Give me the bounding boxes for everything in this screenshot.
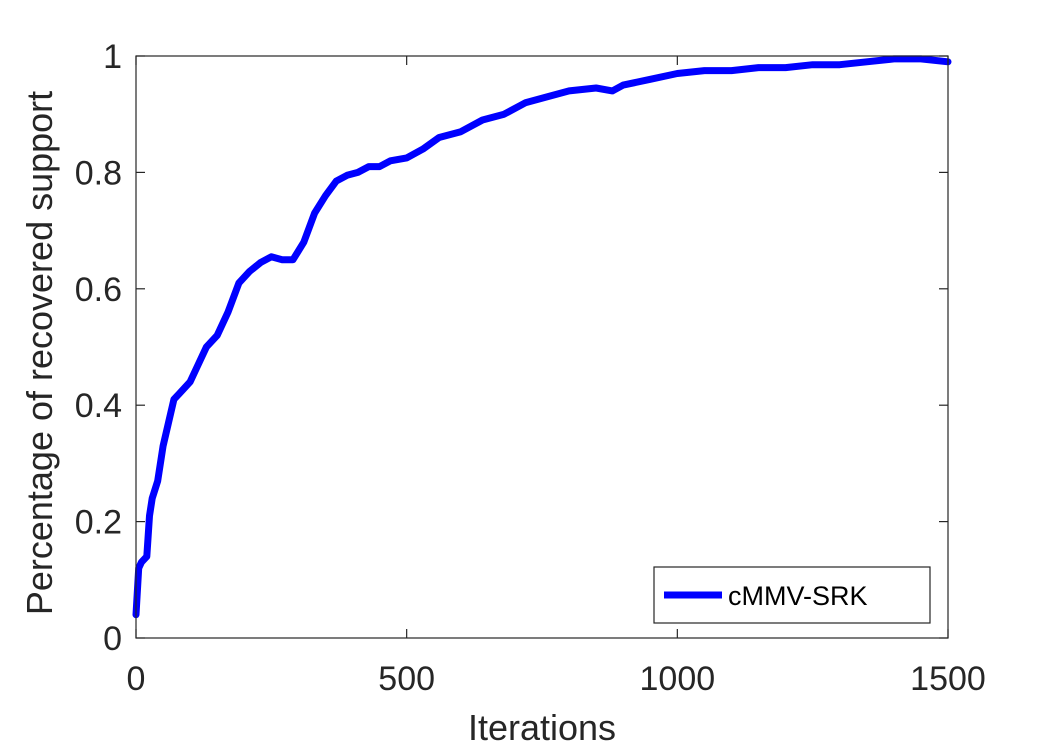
y-tick-label: 0.8 bbox=[75, 154, 122, 192]
y-tick-label: 0.4 bbox=[75, 387, 122, 425]
y-tick-label: 0.2 bbox=[75, 504, 122, 542]
legend: cMMV-SRK bbox=[653, 566, 931, 624]
x-axis-title: Iterations bbox=[468, 707, 616, 748]
x-tick-label: 1500 bbox=[910, 660, 986, 698]
y-axis-title: Percentage of recovered support bbox=[19, 91, 60, 615]
axes-box bbox=[135, 55, 949, 639]
x-tick-label: 1000 bbox=[640, 660, 716, 698]
plot-area bbox=[132, 55, 952, 619]
x-tick-label: 500 bbox=[378, 660, 435, 698]
y-tick-label: 1 bbox=[103, 38, 122, 76]
y-tick-label: 0 bbox=[103, 620, 122, 658]
x-tick-label: 0 bbox=[127, 660, 146, 698]
legend-label: cMMV-SRK bbox=[728, 581, 868, 611]
axes: 0 500 1000 1500 0 0.2 0.4 0.6 0.8 1 Iterations Perc… bbox=[19, 38, 986, 748]
y-tick-label: 0.6 bbox=[75, 271, 122, 309]
series-line-0 bbox=[132, 55, 952, 619]
